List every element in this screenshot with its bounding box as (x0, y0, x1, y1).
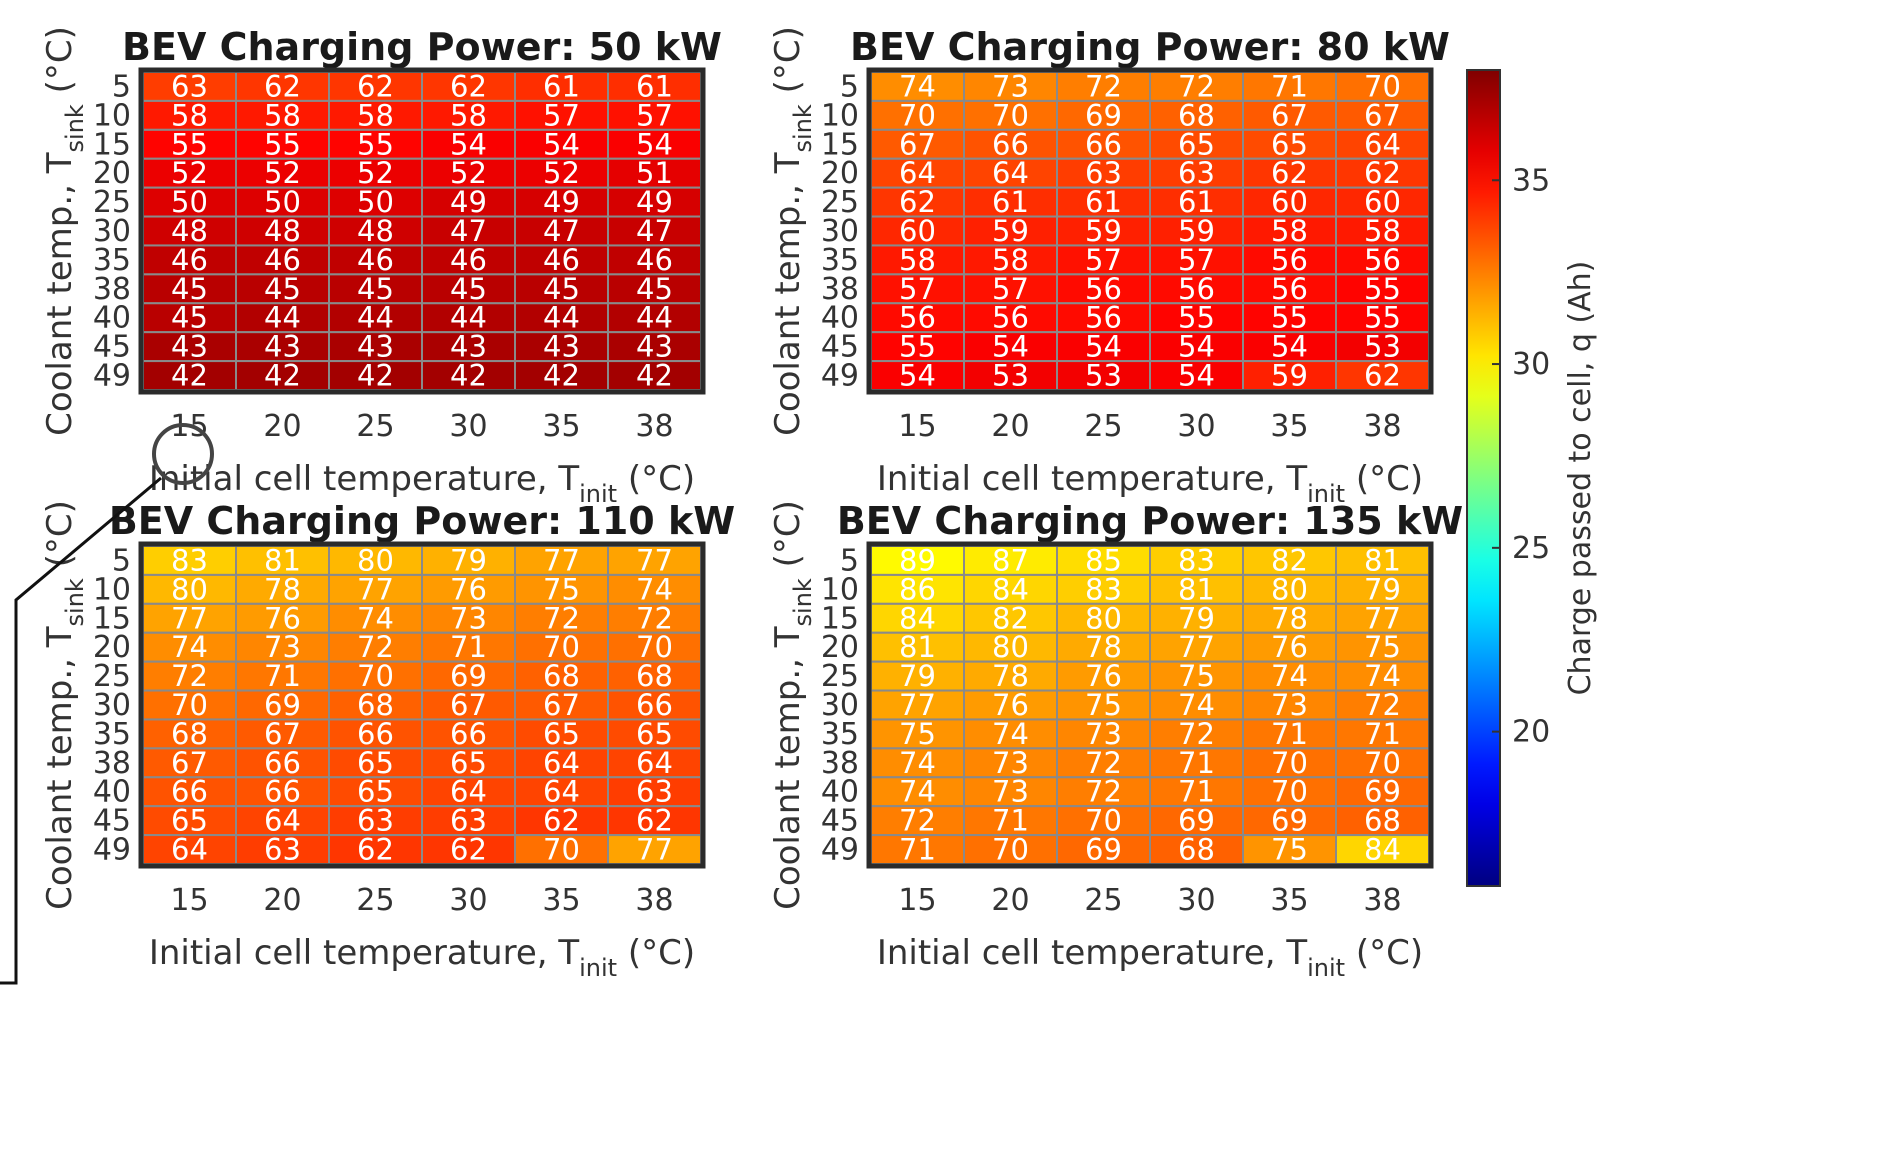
x-tick-label: 38 (635, 883, 673, 918)
colorbar-tick-label: 35 (1512, 163, 1550, 198)
x-tick-label: 35 (1270, 409, 1308, 444)
x-tick-label: 30 (449, 409, 487, 444)
y-axis-label: Coolant temp., Tsink (°C) (40, 500, 89, 910)
cell-value-label: 84 (1364, 833, 1401, 867)
colorbar-tick-label: 30 (1512, 347, 1550, 382)
x-tick-label: 20 (263, 883, 301, 918)
x-tick-label: 25 (1084, 883, 1122, 918)
panel-title: BEV Charging Power: 50 kW (122, 25, 722, 69)
colorbar-tick-label: 25 (1512, 531, 1550, 566)
cell-value-label: 54 (1178, 359, 1215, 393)
cell-value-label: 63 (264, 833, 301, 867)
cell-value-label: 42 (264, 359, 301, 393)
cell-value-label: 70 (543, 833, 580, 867)
x-tick-label: 15 (898, 409, 936, 444)
cell-value-label: 68 (1178, 833, 1215, 867)
cell-value-label: 53 (1085, 359, 1122, 393)
x-axis-label: Initial cell temperature, Tinit (°C) (877, 933, 1423, 982)
cell-value-label: 71 (899, 833, 936, 867)
panel-title: BEV Charging Power: 135 kW (837, 499, 1463, 543)
x-tick-label: 38 (1363, 409, 1401, 444)
cell-value-label: 62 (1364, 359, 1401, 393)
heatmap-panel-3: BEV Charging Power: 110 kW83 81 80 79 77 7780… (40, 499, 735, 982)
cell-value-label: 64 (171, 833, 208, 867)
colorbar: 20 25 30 35 Charge passed to cell, q (Ah) (1467, 70, 1598, 886)
x-tick-label: 15 (898, 883, 936, 918)
cell-value-label: 42 (357, 359, 394, 393)
x-axis-label: Initial cell temperature, Tinit (°C) (149, 933, 695, 982)
x-tick-label: 25 (356, 409, 394, 444)
y-tick-label: 49 (821, 359, 859, 394)
cell-value-label: 42 (171, 359, 208, 393)
colorbar-gradient (1467, 70, 1500, 886)
y-tick-label: 49 (821, 833, 859, 868)
cell-value-label: 42 (543, 359, 580, 393)
y-tick-label: 49 (93, 833, 131, 868)
callout-line (0, 478, 161, 983)
cell-value-label: 59 (1271, 359, 1308, 393)
colorbar-label: Charge passed to cell, q (Ah) (1563, 261, 1598, 696)
cell-value-label: 54 (899, 359, 936, 393)
cell-value-label: 53 (992, 359, 1029, 393)
panel-title: BEV Charging Power: 80 kW (850, 25, 1450, 69)
x-tick-label: 25 (1084, 409, 1122, 444)
y-axis-label: Coolant temp., Tsink (°C) (768, 500, 817, 910)
x-tick-label: 35 (542, 883, 580, 918)
colorbar-tick-label: 20 (1512, 715, 1550, 750)
x-tick-label: 20 (263, 409, 301, 444)
cell-value-label: 70 (992, 833, 1029, 867)
heatmap-panel-2: BEV Charging Power: 80 kW74 73 72 72 71 7070 7… (768, 25, 1450, 508)
x-tick-label: 30 (449, 883, 487, 918)
x-tick-label: 30 (1177, 409, 1215, 444)
x-tick-label: 20 (991, 409, 1029, 444)
x-tick-label: 15 (170, 883, 208, 918)
heatmap-panel-1: BEV Charging Power: 50 kW63 62 62 62 61 6158 5… (40, 25, 722, 508)
cell-value-label: 75 (1271, 833, 1308, 867)
x-tick-label: 30 (1177, 883, 1215, 918)
x-tick-label: 38 (1363, 883, 1401, 918)
cell-value-label: 77 (636, 833, 673, 867)
y-axis-label: Coolant temp., Tsink (°C) (768, 26, 817, 436)
cell-value-label: 62 (450, 833, 487, 867)
y-tick-label: 49 (93, 359, 131, 394)
x-tick-label: 35 (1270, 883, 1308, 918)
x-tick-label: 35 (542, 409, 580, 444)
cell-value-label: 42 (450, 359, 487, 393)
cell-value-label: 62 (357, 833, 394, 867)
x-tick-label: 38 (635, 409, 673, 444)
y-axis-label: Coolant temp., Tsink (°C) (40, 26, 89, 436)
cell-value-label: 42 (636, 359, 673, 393)
x-tick-label: 20 (991, 883, 1029, 918)
x-tick-label: 25 (356, 883, 394, 918)
cell-value-label: 69 (1085, 833, 1122, 867)
panel-title: BEV Charging Power: 110 kW (109, 499, 735, 543)
heatmap-panel-4: BEV Charging Power: 135 kW89 87 85 83 82 8186… (768, 499, 1463, 982)
